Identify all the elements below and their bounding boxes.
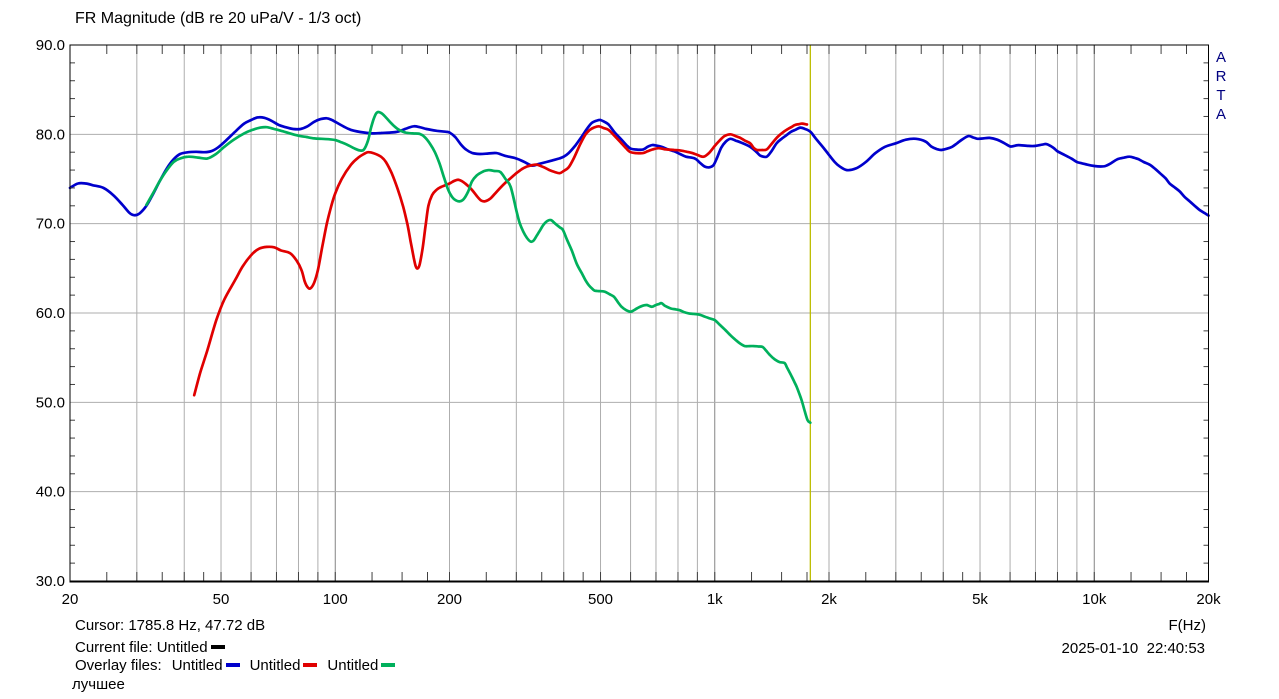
current-file-dash [210,645,225,650]
overlay-file-list: Untitled Untitled Untitled [162,657,396,674]
y-tick-label: 70.0 [36,216,65,233]
overlay-files-label: Overlay files: [75,657,162,674]
x-tick-label: 500 [588,591,613,608]
current-file-name: Untitled [152,639,208,656]
x-tick-label: 200 [437,591,462,608]
datetime-stamp: 2025-01-10 22:40:53 [1061,640,1205,657]
arta-watermark-letter: A [1215,49,1226,66]
x-tick-label: 1k [707,591,723,608]
x-tick-label: 100 [323,591,348,608]
fr-magnitude-chart: 20 50 100 200 500 1k 2k 5k 10k 20k 90.0 80.0 70.0 60.… [36,37,1221,608]
overlay-file-name: Untitled [249,657,301,674]
curves-layer [68,110,1210,425]
y-tick-label: 50.0 [36,394,65,411]
y-tick-label: 40.0 [36,484,65,501]
y-tick-label: 90.0 [36,37,65,54]
cursor-readout: Cursor: 1785.8 Hz, 47.72 dB [75,617,266,634]
current-file-label: Current file: [75,639,153,656]
page-title: FR Magnitude (dB re 20 uPa/V - 1/3 oct) [75,10,362,27]
overlay-file-dash [381,663,396,668]
overlay-file-name: Untitled [327,657,379,674]
x-tick-label: 20 [62,591,79,608]
x-tick-label: 5k [972,591,988,608]
arta-watermark-letter: A [1215,106,1226,123]
ticks-layer [70,45,1209,581]
overlay-files-row: Overlay files: Untitled Untitled Untitled [75,657,396,674]
fr-curve-0 [68,115,1210,217]
overlay-file-dash [225,663,240,668]
current-file-row: Current file: Untitled [75,639,225,656]
y-tick-label: 60.0 [36,305,65,322]
note-text: лучшее [72,676,125,693]
x-axis-name: F(Hz) [1168,617,1207,634]
overlay-file-dash [303,663,318,668]
x-tick-label: 20k [1196,591,1221,608]
overlay-file-name: Untitled [171,657,223,674]
x-tick-label: 50 [213,591,230,608]
x-tick-label: 2k [821,591,837,608]
grid-layer [70,45,1209,581]
labels-layer: 20 50 100 200 500 1k 2k 5k 10k 20k 90.0 80.0 70.0 60.… [36,37,1221,608]
arta-watermark-letter: T [1216,87,1226,104]
fr-curve-2 [145,110,812,425]
y-tick-label: 30.0 [36,573,65,590]
x-tick-label: 10k [1082,591,1107,608]
arta-watermark-letter: R [1215,68,1227,85]
y-tick-label: 80.0 [36,126,65,143]
